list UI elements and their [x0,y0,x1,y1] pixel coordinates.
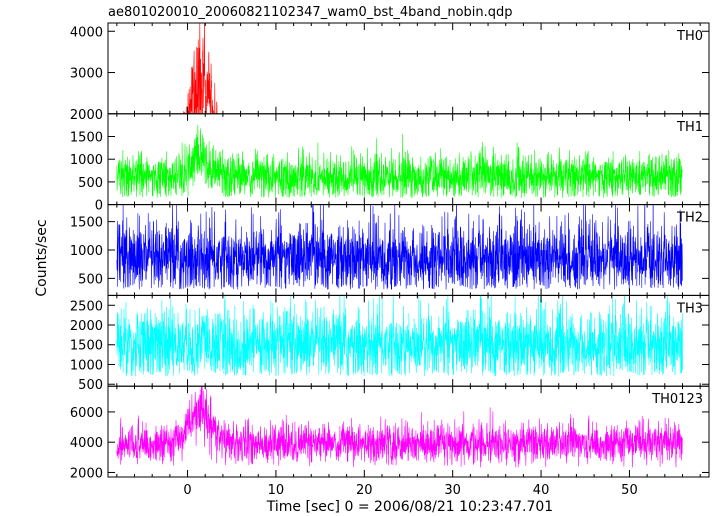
series-line-th0123 [116,386,683,468]
x-axis-title: Time [sec] 0 = 2006/08/21 10:23:47.701 [266,499,553,515]
y-tick-label: 500 [78,378,103,393]
y-tick-label: 3000 [70,67,103,82]
y-tick-label: 0 [95,199,103,214]
series-line-th2 [116,204,683,290]
panel-th2: 500 1000 1500 TH2 [70,204,710,296]
x-tick-label: 50 [621,483,638,498]
y-tick-label: 1500 [70,339,103,354]
y-tick-label: 2000 [70,108,103,123]
y-axis-title: Counts/sec [34,219,50,296]
series-line-th1 [116,124,683,199]
y-tick-label: 500 [78,176,103,191]
y-tick-label: 500 [78,272,103,287]
panel-frame [107,385,710,478]
x-tick-label: 30 [444,483,461,498]
y-tick-label: 1000 [70,244,103,259]
panel-th0123: 2000 4000 6000 TH0123 [70,385,710,481]
panel-th3: 500 1000 1500 2000 2500 TH3 [70,294,710,393]
panel-label: TH3 [676,301,703,316]
panel-label: TH1 [676,120,703,135]
panel-label: TH0 [676,29,703,44]
y-tick-label: 4000 [70,436,103,451]
x-tick-label: 20 [356,483,373,498]
x-tick-label: 40 [533,483,550,498]
y-tick-label: 4000 [70,25,103,40]
y-tick-label: 2000 [70,319,103,334]
y-tick-label: 1500 [70,131,103,146]
x-tick-label: 0 [183,483,191,498]
panel-th1: 0 500 1000 1500 TH1 [70,113,710,214]
y-tick-label: 1000 [70,358,103,373]
panel-label: TH2 [676,211,703,226]
y-tick-label: 6000 [70,406,103,421]
y-tick-label: 1500 [70,216,103,231]
panel-label: TH0123 [651,392,703,407]
figure-title: ae801020010_20060821102347_wam0_bst_4ban… [108,5,513,20]
y-tick-label: 2000 [70,466,103,481]
panel-th0: 2000 3000 4000 TH0 [70,22,710,123]
y-tick-label: 1000 [70,153,103,168]
series-line-th3 [116,295,683,377]
y-tick-label: 2500 [70,299,103,314]
x-tick-label: 10 [268,483,285,498]
series-line-th0 [183,23,218,114]
